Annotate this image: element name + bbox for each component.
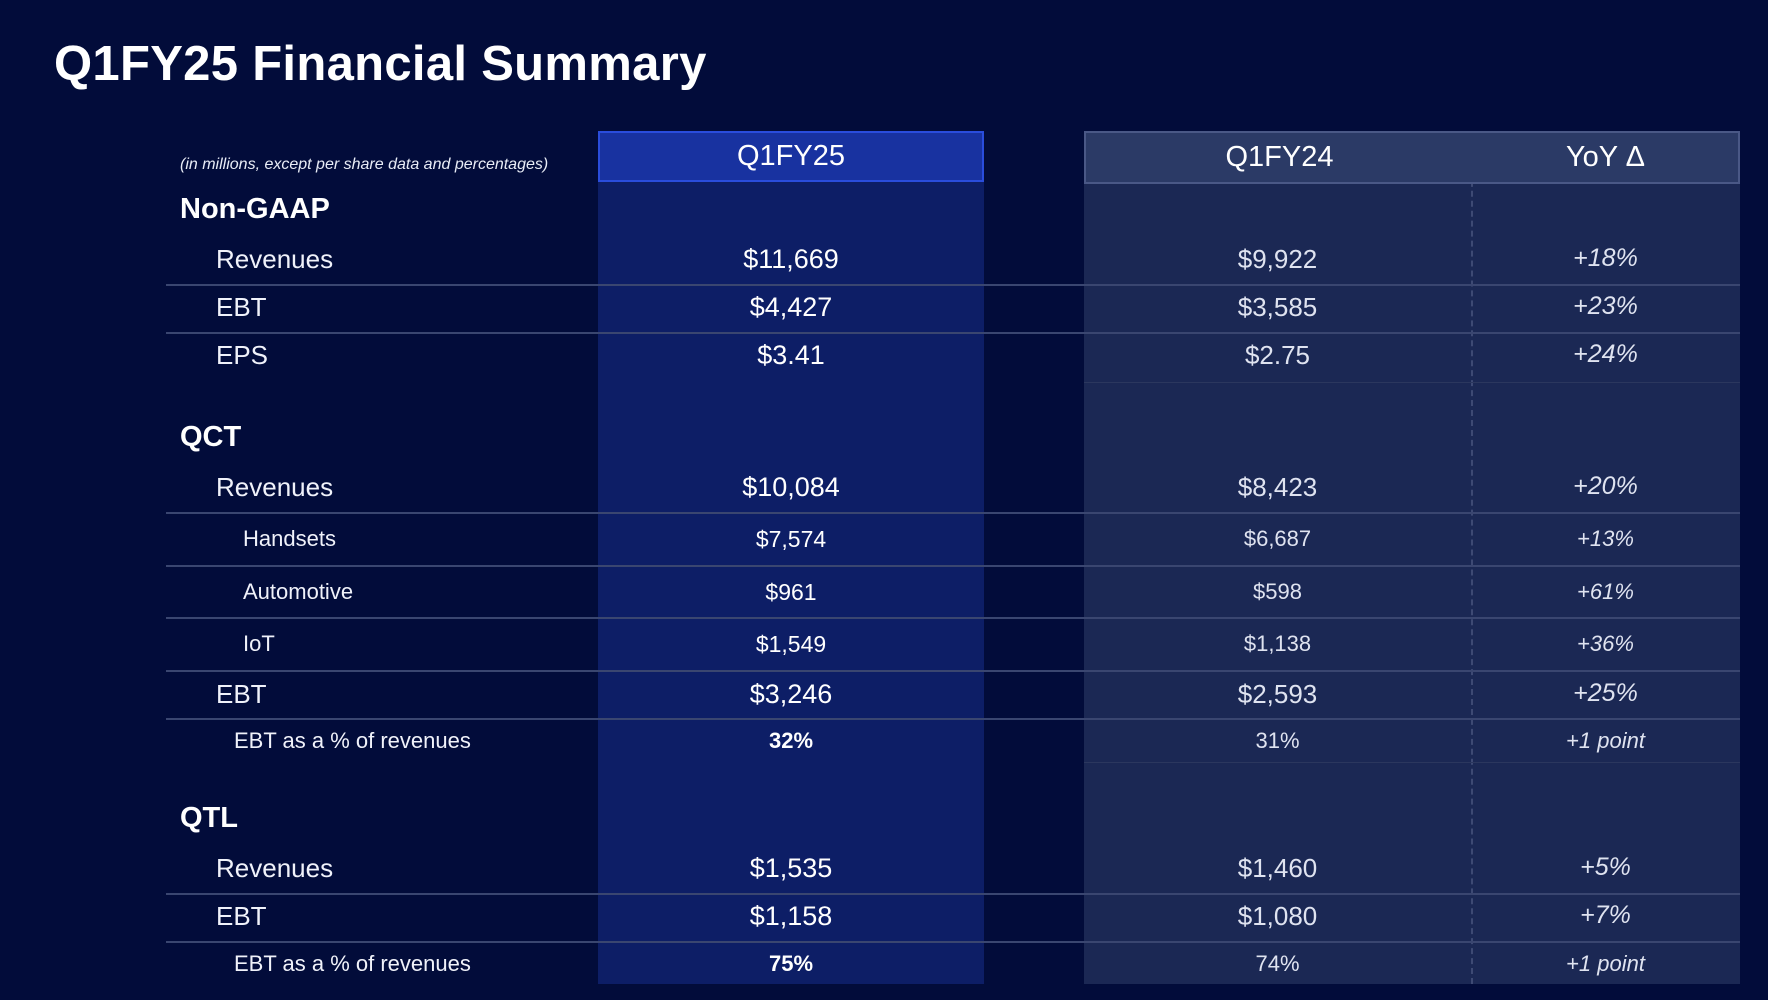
row-label: IoT [243,631,275,656]
value-prior: $9,922 [1237,244,1318,274]
value-yoy: +20% [1573,472,1638,500]
row-divider [1084,762,1740,763]
value-yoy: +18% [1573,244,1638,272]
row-label: EBT [216,292,267,322]
value-prior: 31% [1255,728,1300,753]
value-prior: $1,138 [1243,631,1312,656]
row-label: Revenues [216,472,334,502]
row-label: EBT as a % of revenues [234,951,471,976]
row-label: EBT [216,679,267,709]
row-label: EBT as a % of revenues [234,728,471,753]
row-divider [166,565,1740,567]
value-current: $10,084 [742,472,840,502]
row-divider [166,718,1740,720]
value-yoy: +13% [1577,526,1634,551]
value-yoy: +5% [1580,853,1631,881]
row-divider [166,941,1740,943]
value-current: $1,158 [749,901,833,931]
value-current: $1,549 [755,631,827,657]
row-divider [166,670,1740,672]
row-label: Revenues [216,244,334,274]
value-yoy: +1 point [1566,728,1645,753]
value-yoy: +23% [1573,292,1638,320]
value-current: $3,246 [749,679,833,709]
row-label: EPS [216,340,269,370]
row-label: Revenues [216,853,334,883]
row-divider [166,284,1740,286]
value-prior: $2.75 [1244,340,1311,370]
value-prior: $598 [1253,579,1302,604]
section-qct: QCT [180,421,242,453]
value-yoy: +1 point [1566,951,1645,976]
row-label: Handsets [243,526,336,551]
value-prior: $3,585 [1237,292,1318,322]
row-divider [166,617,1740,619]
header-yoy-change: YoY Δ [1565,141,1646,173]
section-non-gaap: Non-GAAP [180,193,330,225]
value-yoy: +61% [1577,579,1634,604]
value-prior: $1,460 [1237,853,1318,883]
value-prior: $2,593 [1237,679,1318,709]
row-label: EBT [216,901,267,931]
value-prior: $8,423 [1237,472,1318,502]
value-current: $1,535 [749,853,833,883]
row-label: Automotive [243,579,354,604]
section-qtl: QTL [180,802,238,834]
row-divider [1084,382,1740,383]
column-divider [1471,131,1473,984]
value-current: 32% [768,728,814,753]
value-current: $4,427 [749,292,833,322]
value-yoy: +25% [1573,679,1638,707]
row-divider [166,332,1740,334]
row-divider [166,893,1740,895]
value-prior: 74% [1255,951,1300,976]
value-prior: $6,687 [1243,526,1312,551]
row-divider [166,512,1740,514]
value-current: $11,669 [743,244,839,274]
value-current: $7,574 [755,526,827,552]
header-prior-quarter: Q1FY24 [1225,141,1334,173]
current-quarter-column [598,131,984,984]
header-current-quarter: Q1FY25 [598,131,984,182]
value-yoy: +24% [1573,340,1638,368]
value-current: 75% [768,951,814,976]
value-current: $3.41 [757,340,825,370]
units-note: (in millions, except per share data and … [180,156,549,173]
value-prior: $1,080 [1237,901,1318,931]
comparison-header: Q1FY24 YoY Δ [1084,131,1740,184]
page-title: Q1FY25 Financial Summary [54,37,707,91]
value-yoy: +7% [1580,901,1631,929]
value-yoy: +36% [1577,631,1634,656]
value-current: $961 [765,579,817,605]
comparison-columns [1084,131,1740,984]
